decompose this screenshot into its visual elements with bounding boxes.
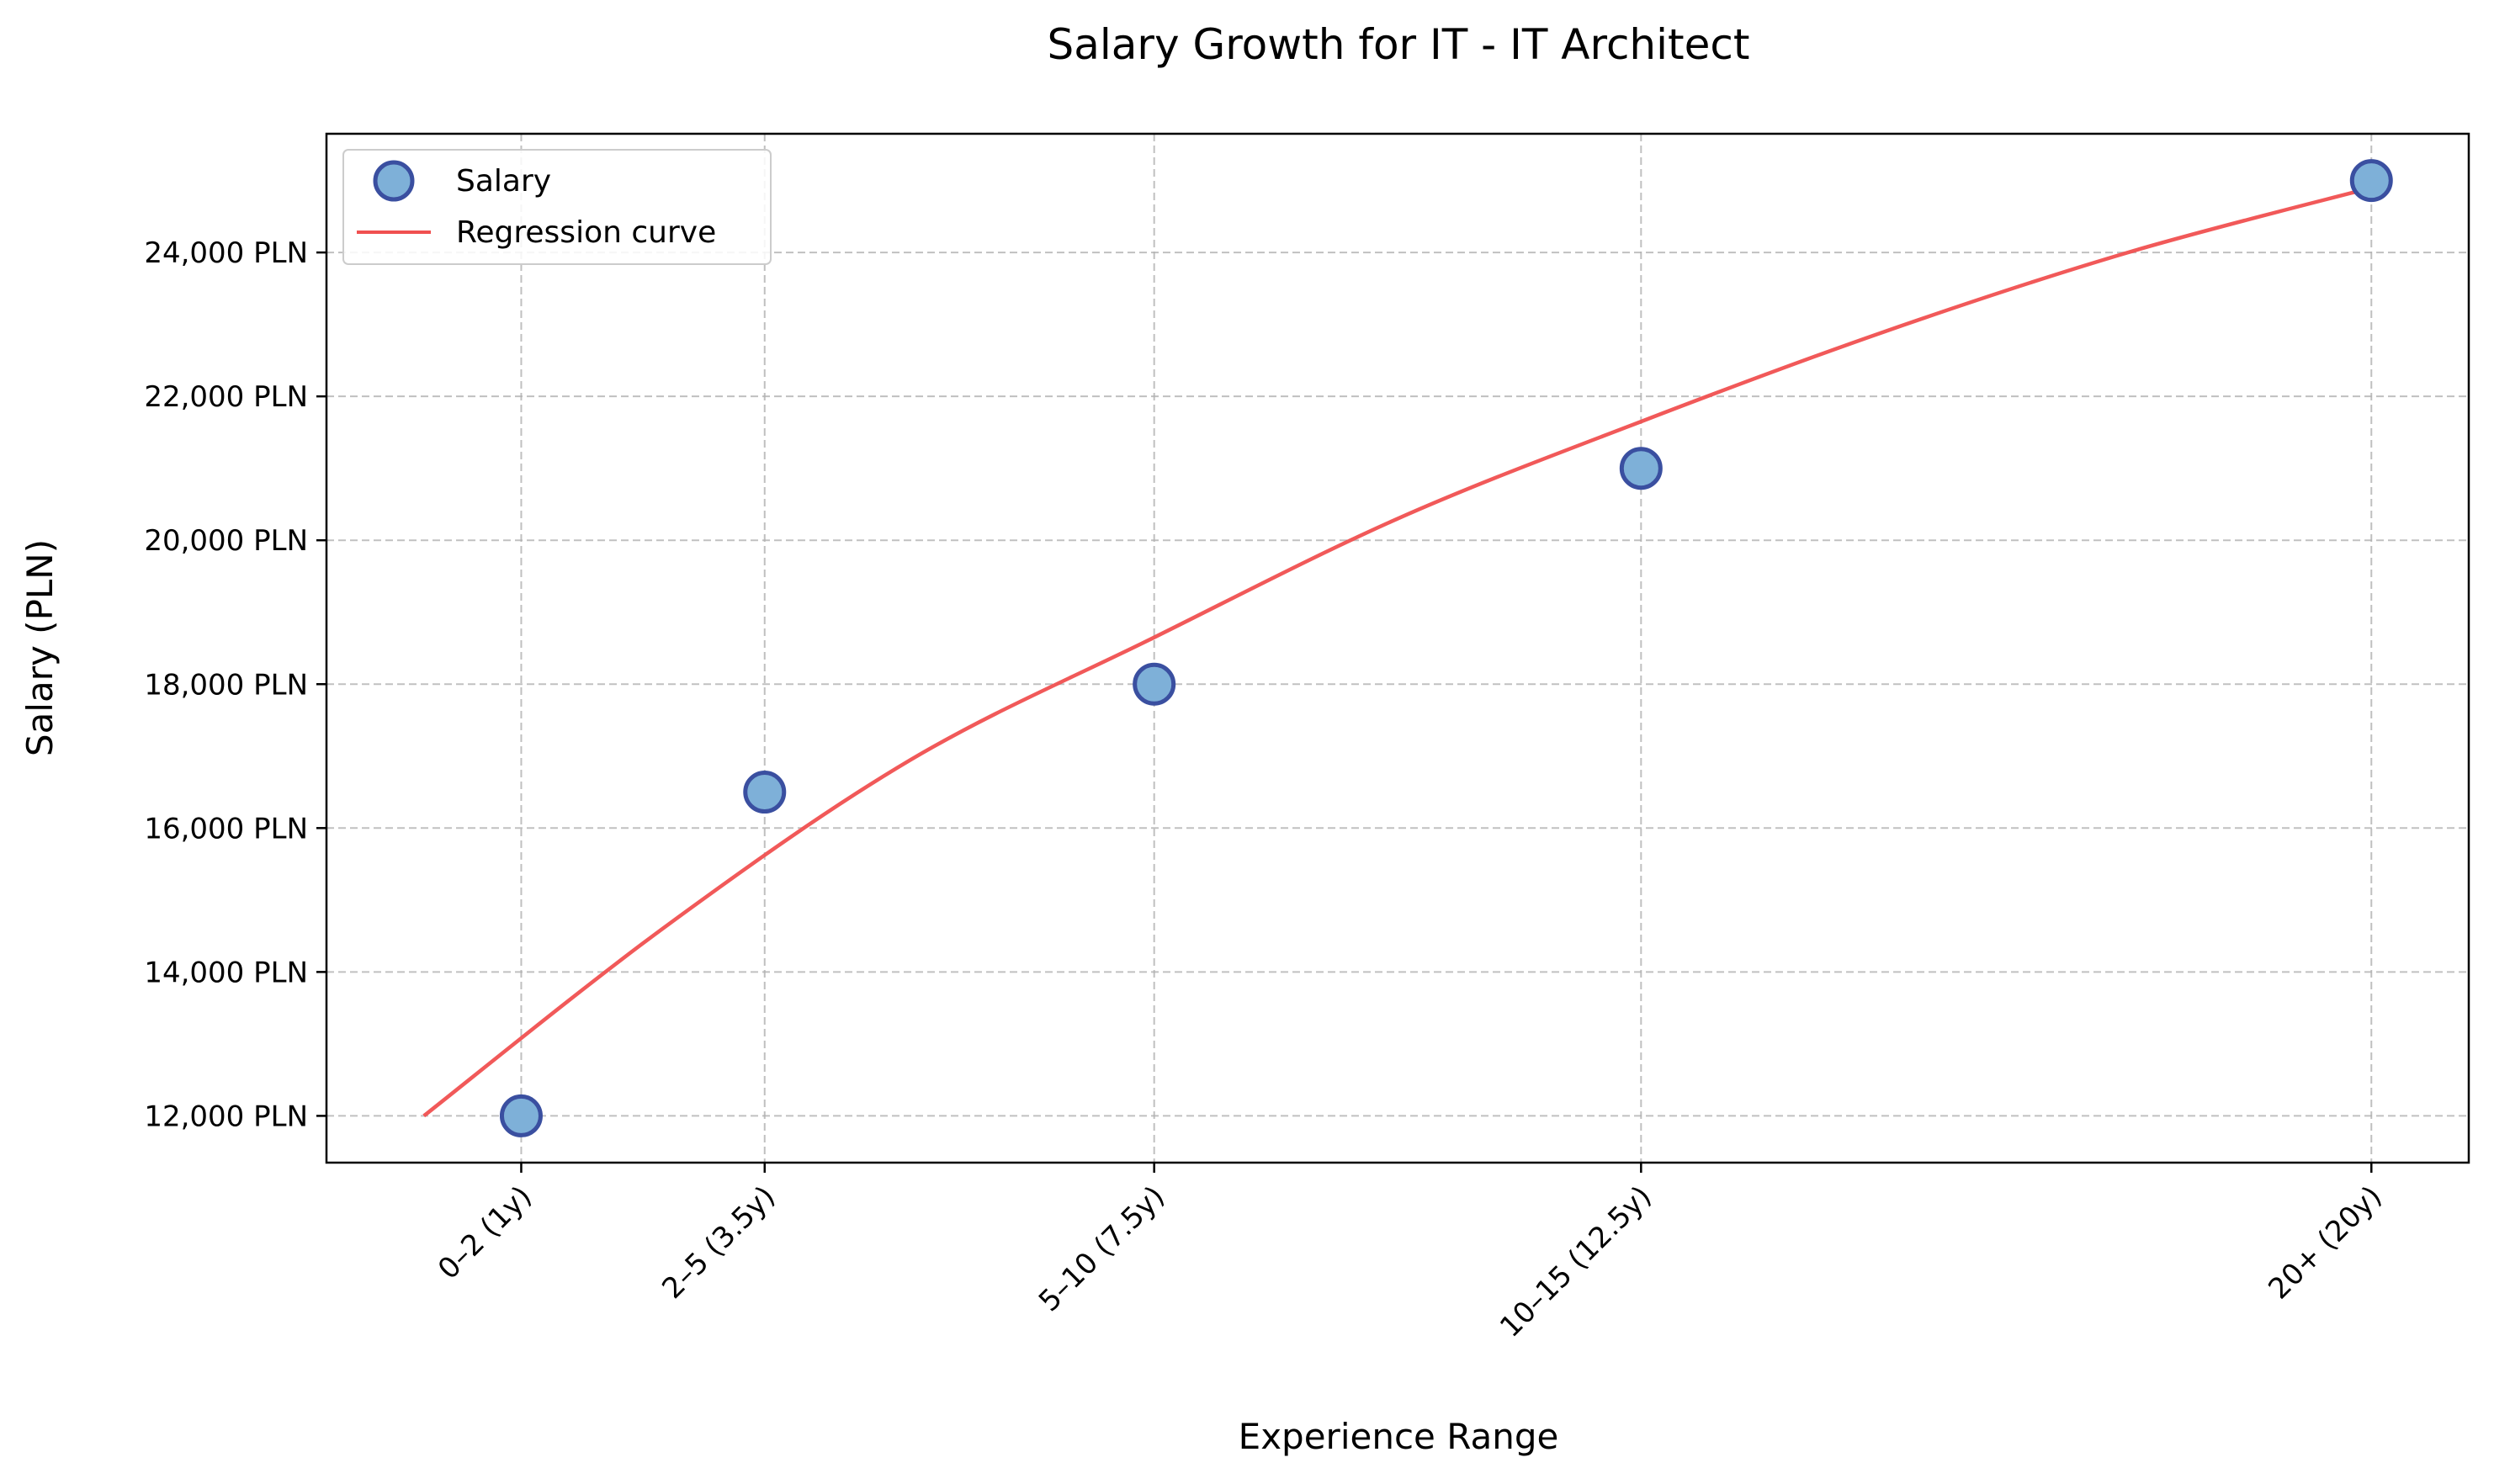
x-axis-title: Experience Range — [1239, 1416, 1559, 1457]
legend-salary-marker — [373, 160, 415, 202]
y-tick-label: 22,000 PLN — [144, 380, 308, 414]
y-axis: 12,000 PLN 14,000 PLN 16,000 PLN 18,000 PLN… — [144, 236, 326, 1133]
y-tick-label: 16,000 PLN — [144, 812, 308, 845]
salary-point — [1619, 447, 1663, 490]
legend-salary-label: Salary — [456, 164, 551, 199]
grid-lines — [326, 134, 2469, 1163]
y-tick-label: 14,000 PLN — [144, 956, 308, 989]
legend-regression-label: Regression curve — [456, 215, 716, 250]
legend: Salary Regression curve — [342, 149, 772, 265]
chart-title: Salary Growth for IT - IT Architect — [1048, 20, 1750, 69]
y-tick-label: 20,000 PLN — [144, 524, 308, 558]
salary-point — [743, 771, 787, 814]
y-tick-label: 12,000 PLN — [144, 1100, 308, 1133]
y-axis-title: Salary (PLN) — [19, 539, 61, 756]
y-tick-label: 18,000 PLN — [144, 668, 308, 702]
plot-frame — [325, 132, 2470, 1164]
salary-point — [2349, 159, 2393, 203]
regression-curve-layer — [422, 185, 2372, 1118]
salary-point — [1133, 662, 1176, 706]
legend-box — [342, 149, 772, 265]
regression-curve — [422, 185, 2372, 1118]
salary-point — [499, 1094, 543, 1137]
y-tick-label: 24,000 PLN — [144, 236, 308, 270]
salary-points-layer — [499, 159, 2393, 1137]
